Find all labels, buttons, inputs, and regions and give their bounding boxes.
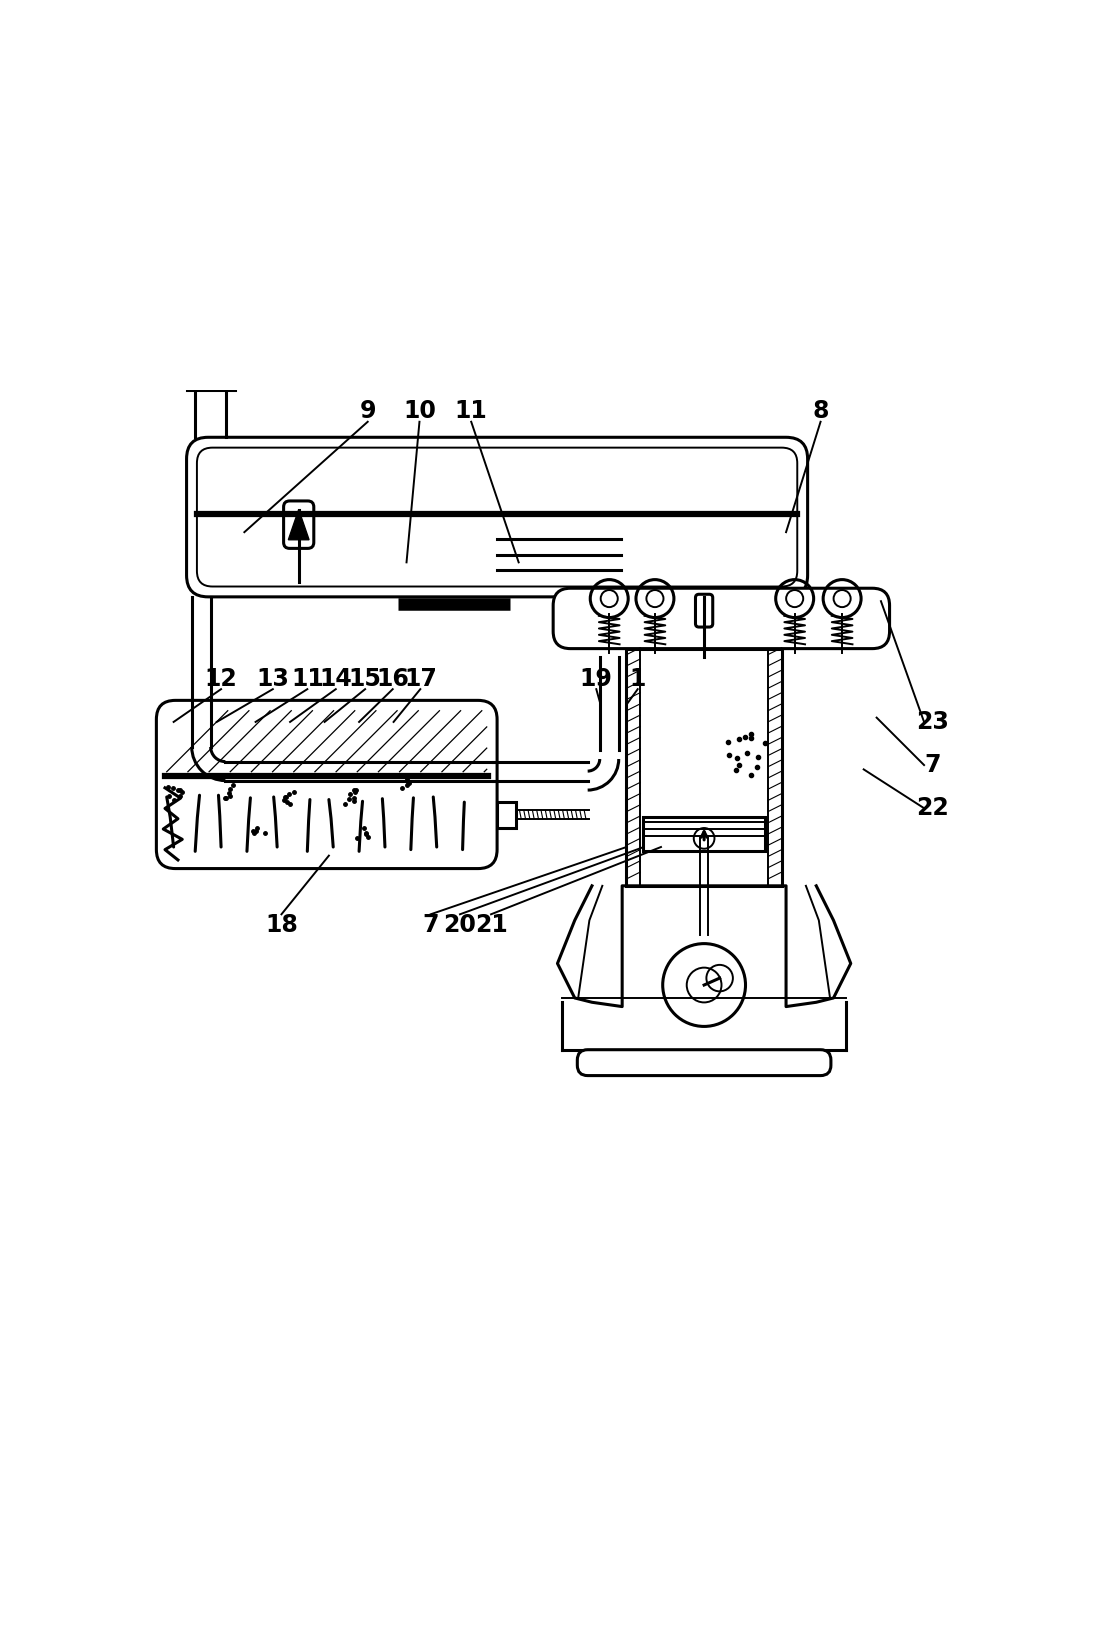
Text: 17: 17 xyxy=(404,667,436,691)
Polygon shape xyxy=(288,509,309,540)
Text: 18: 18 xyxy=(265,912,298,937)
FancyBboxPatch shape xyxy=(696,593,712,628)
Text: 7: 7 xyxy=(423,912,439,937)
FancyBboxPatch shape xyxy=(187,437,808,597)
Text: 16: 16 xyxy=(376,667,410,691)
Text: 11: 11 xyxy=(290,667,324,691)
Text: 1: 1 xyxy=(630,667,646,691)
FancyBboxPatch shape xyxy=(284,501,314,548)
Text: 20: 20 xyxy=(444,912,476,937)
Text: 10: 10 xyxy=(403,400,436,423)
FancyBboxPatch shape xyxy=(553,589,889,649)
Bar xyxy=(627,649,781,886)
Text: 21: 21 xyxy=(474,912,508,937)
Text: 23: 23 xyxy=(916,711,949,733)
FancyBboxPatch shape xyxy=(156,701,498,868)
Text: 22: 22 xyxy=(916,797,949,820)
Text: 15: 15 xyxy=(348,667,382,691)
Text: 11: 11 xyxy=(455,400,487,423)
Text: 14: 14 xyxy=(319,667,352,691)
Text: 19: 19 xyxy=(580,667,613,691)
Text: 9: 9 xyxy=(359,400,376,423)
Text: 12: 12 xyxy=(205,667,237,691)
Text: 8: 8 xyxy=(812,400,829,423)
FancyBboxPatch shape xyxy=(578,1050,831,1075)
Bar xyxy=(643,816,766,852)
Text: 13: 13 xyxy=(256,667,289,691)
Bar xyxy=(498,802,516,828)
Text: 7: 7 xyxy=(925,753,940,777)
